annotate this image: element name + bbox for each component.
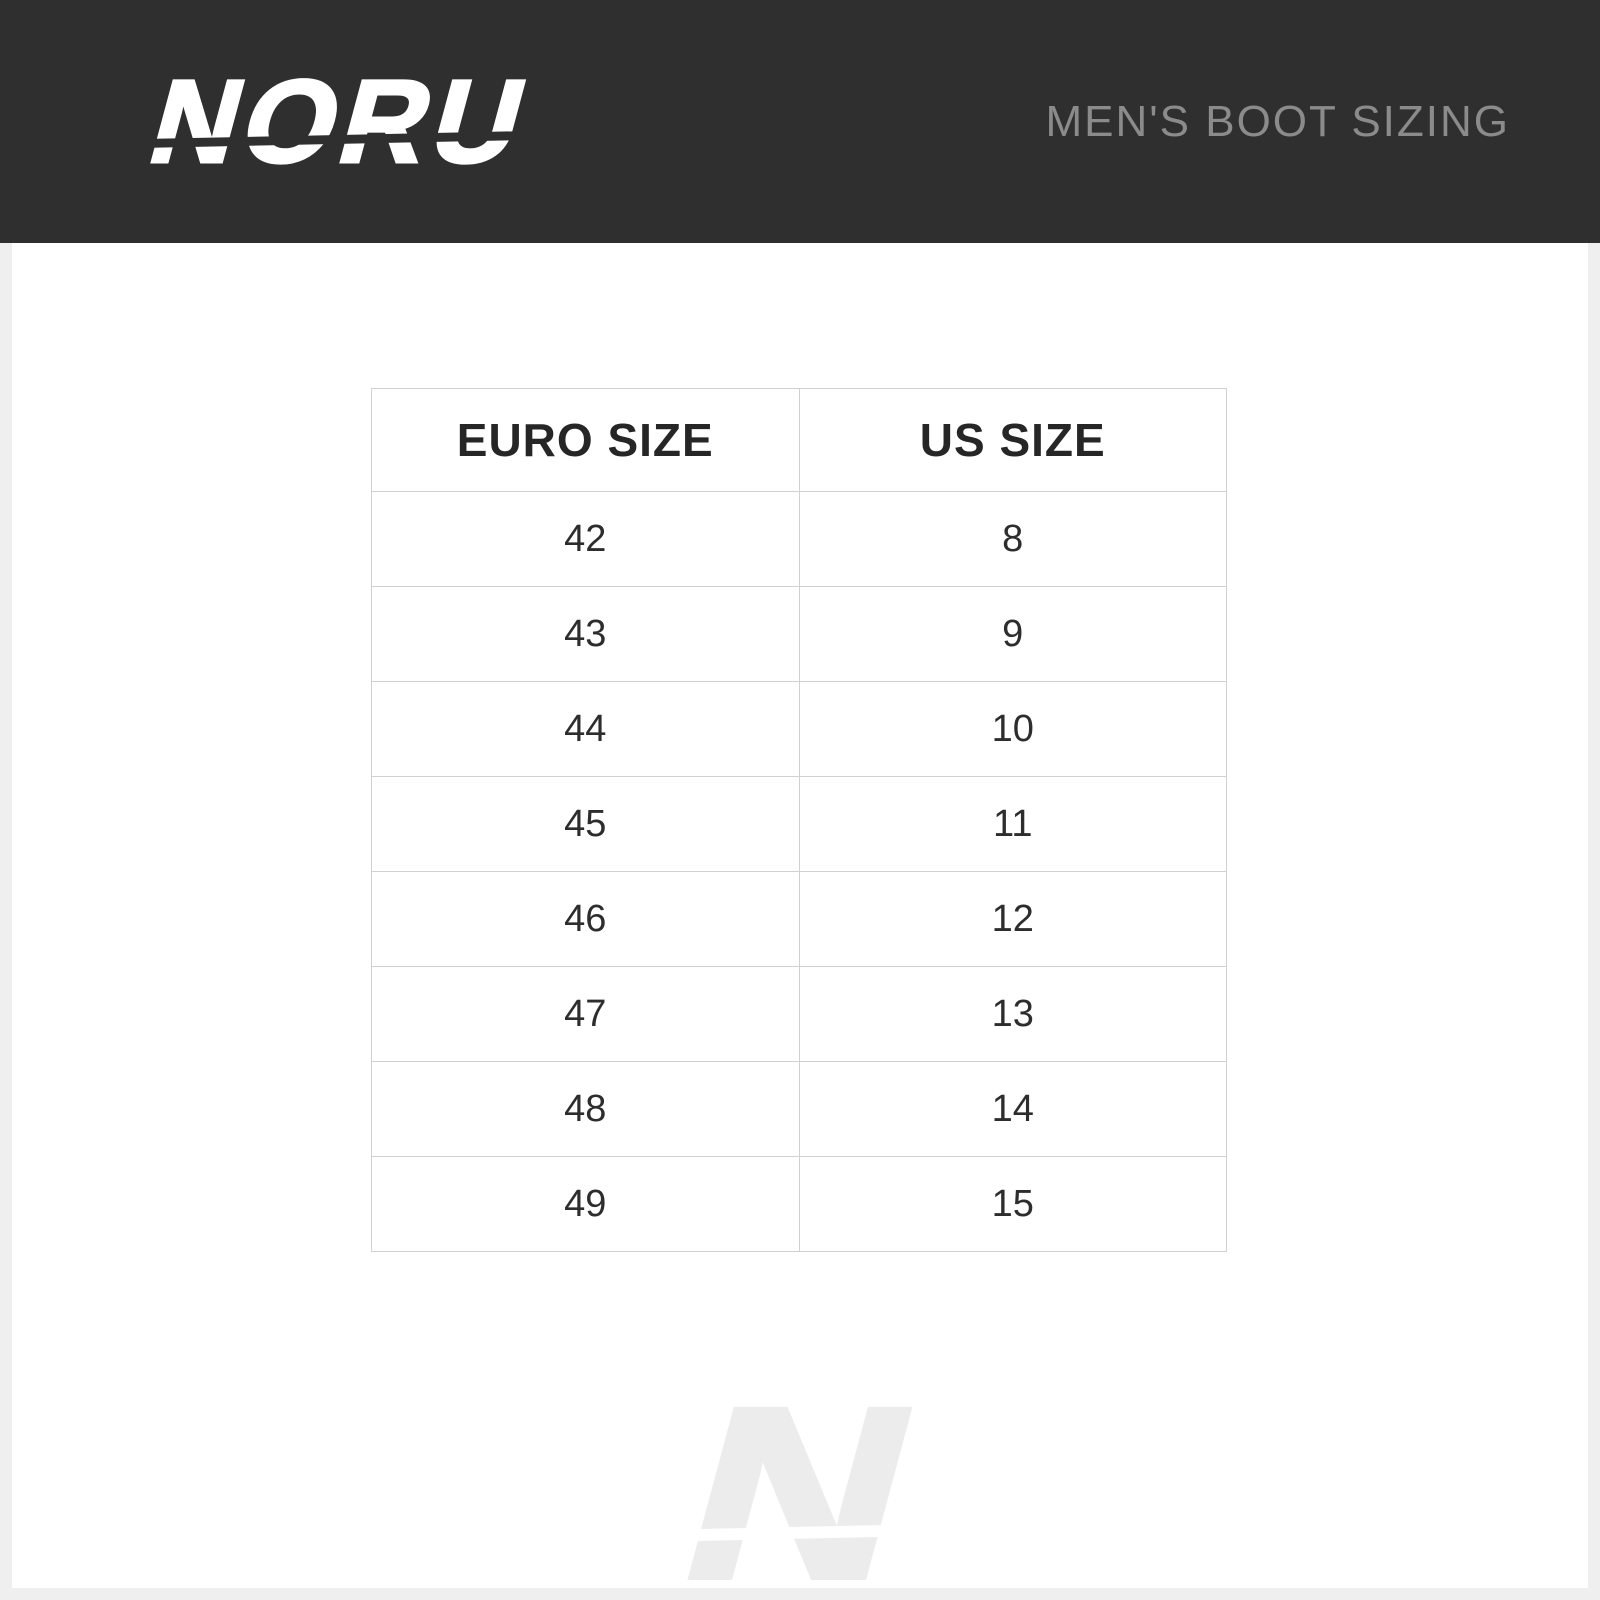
logo-text: NORU [136, 54, 546, 189]
us-size-cell: 8 [798, 491, 1227, 587]
us-size-cell: 9 [798, 586, 1227, 682]
us-size-cell: 12 [798, 871, 1227, 967]
watermark-letter: N [655, 1355, 945, 1600]
euro-size-cell: 49 [371, 1156, 800, 1252]
column-header-us-size: US SIZE [798, 388, 1227, 492]
table-row: 46 12 [371, 871, 1227, 967]
euro-size-cell: 47 [371, 966, 800, 1062]
page-title: MEN'S BOOT SIZING [1045, 96, 1510, 146]
header-bar: NORU MEN'S BOOT SIZING [0, 0, 1600, 243]
table-head: EURO SIZE US SIZE [371, 388, 1227, 492]
us-size-cell: 15 [798, 1156, 1227, 1252]
table-header-row: EURO SIZE US SIZE [371, 388, 1227, 492]
column-header-euro-size: EURO SIZE [371, 388, 800, 492]
us-size-cell: 10 [798, 681, 1227, 777]
table-row: 49 15 [371, 1156, 1227, 1252]
us-size-cell: 13 [798, 966, 1227, 1062]
watermark-n-logo: N [655, 1355, 945, 1600]
euro-size-cell: 42 [371, 491, 800, 587]
us-size-cell: 14 [798, 1061, 1227, 1157]
euro-size-cell: 44 [371, 681, 800, 777]
table-row: 48 14 [371, 1061, 1227, 1157]
size-table: EURO SIZE US SIZE 42 8 43 9 44 10 45 11 46 12 47 13… [371, 388, 1227, 1252]
table-body: 42 8 43 9 44 10 45 11 46 12 47 13 48 14 49 15 [371, 491, 1227, 1252]
euro-size-cell: 48 [371, 1061, 800, 1157]
euro-size-cell: 45 [371, 776, 800, 872]
euro-size-cell: 46 [371, 871, 800, 967]
table-row: 44 10 [371, 681, 1227, 777]
table-row: 43 9 [371, 586, 1227, 682]
content-card: EURO SIZE US SIZE 42 8 43 9 44 10 45 11 46 12 47 13… [12, 243, 1588, 1600]
table-row: 47 13 [371, 966, 1227, 1062]
table-row: 42 8 [371, 491, 1227, 587]
noru-logo: NORU [134, 54, 546, 189]
table-row: 45 11 [371, 776, 1227, 872]
us-size-cell: 11 [798, 776, 1227, 872]
euro-size-cell: 43 [371, 586, 800, 682]
